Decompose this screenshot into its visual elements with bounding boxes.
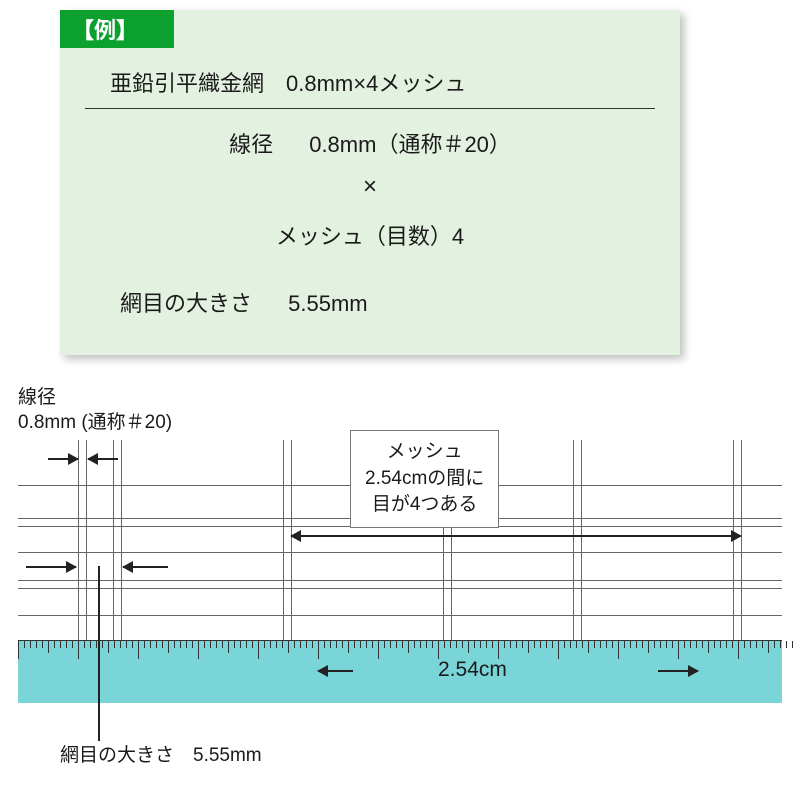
wire-label-top2: 0.8mm (通称＃20) [18,407,172,434]
panel-title: 亜鉛引平織金網 0.8mm×4メッシュ [85,48,655,109]
ruler-ticks [18,641,782,703]
callout-line2: 2.54cmの間に [365,466,484,493]
span-arrow-right [658,670,698,672]
callout-line1: メッシュ [365,439,484,466]
size-label: 網目の大きさ [120,291,252,316]
open-arrow-right [123,566,168,568]
wire-arrow-right [88,458,118,460]
wire-label: 線径 [229,132,273,157]
hline [18,615,782,616]
callout-line3: 目が4つある [365,492,484,519]
size-value: 5.55mm [288,291,367,316]
mesh-span-arrow [291,535,741,537]
ruler [18,640,782,703]
open-arrow-left [26,566,76,568]
multiply-row: × [60,159,680,201]
span-arrow-left [318,670,353,672]
mesh-row: メッシュ（目数）4 [60,201,680,251]
panel-header: 【例】 [60,10,174,48]
opening-leader [98,566,100,741]
wire-label-top1: 線径 [18,382,56,409]
wire-arrow-left [48,458,78,460]
hline [18,552,782,553]
example-panel: 【例】 亜鉛引平織金網 0.8mm×4メッシュ 線径 0.8mm（通称＃20） … [60,10,680,355]
size-row: 網目の大きさ 5.55mm [60,251,680,318]
mesh-callout: メッシュ 2.54cmの間に 目が4つある [350,430,499,528]
mesh-diagram: 線径 0.8mm (通称＃20) [0,380,800,800]
ruler-span-label: 2.54cm [438,658,507,682]
opening-label: 網目の大きさ 5.55mm [60,740,262,767]
wire-diameter-row: 線径 0.8mm（通称＃20） [60,109,680,159]
wire-value: 0.8mm（通称＃20） [309,132,511,157]
